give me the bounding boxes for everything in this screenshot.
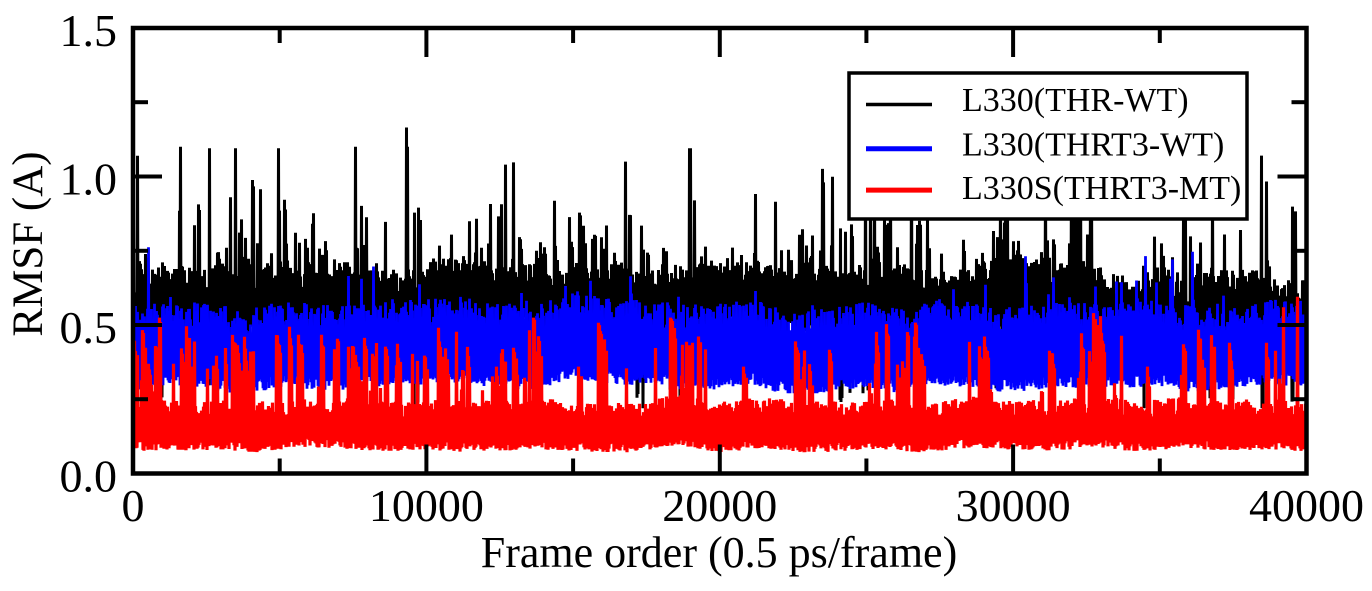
svg-text:0.0: 0.0: [60, 450, 118, 501]
svg-text:1.5: 1.5: [60, 5, 118, 56]
svg-text:40000: 40000: [1249, 480, 1364, 531]
svg-text:L330(THRT3-WT): L330(THRT3-WT): [962, 127, 1224, 164]
svg-text:RMSF (A): RMSF (A): [5, 151, 52, 336]
svg-text:20000: 20000: [662, 480, 777, 531]
svg-text:L330(THR-WT): L330(THR-WT): [962, 82, 1189, 119]
svg-text:Frame order (0.5 ps/frame): Frame order (0.5 ps/frame): [481, 528, 957, 577]
svg-text:L330S(THRT3-MT): L330S(THRT3-MT): [962, 170, 1241, 207]
svg-text:0: 0: [122, 480, 145, 531]
svg-text:10000: 10000: [369, 480, 484, 531]
svg-text:1.0: 1.0: [60, 153, 118, 204]
svg-text:0.5: 0.5: [60, 302, 118, 353]
svg-text:30000: 30000: [956, 480, 1071, 531]
